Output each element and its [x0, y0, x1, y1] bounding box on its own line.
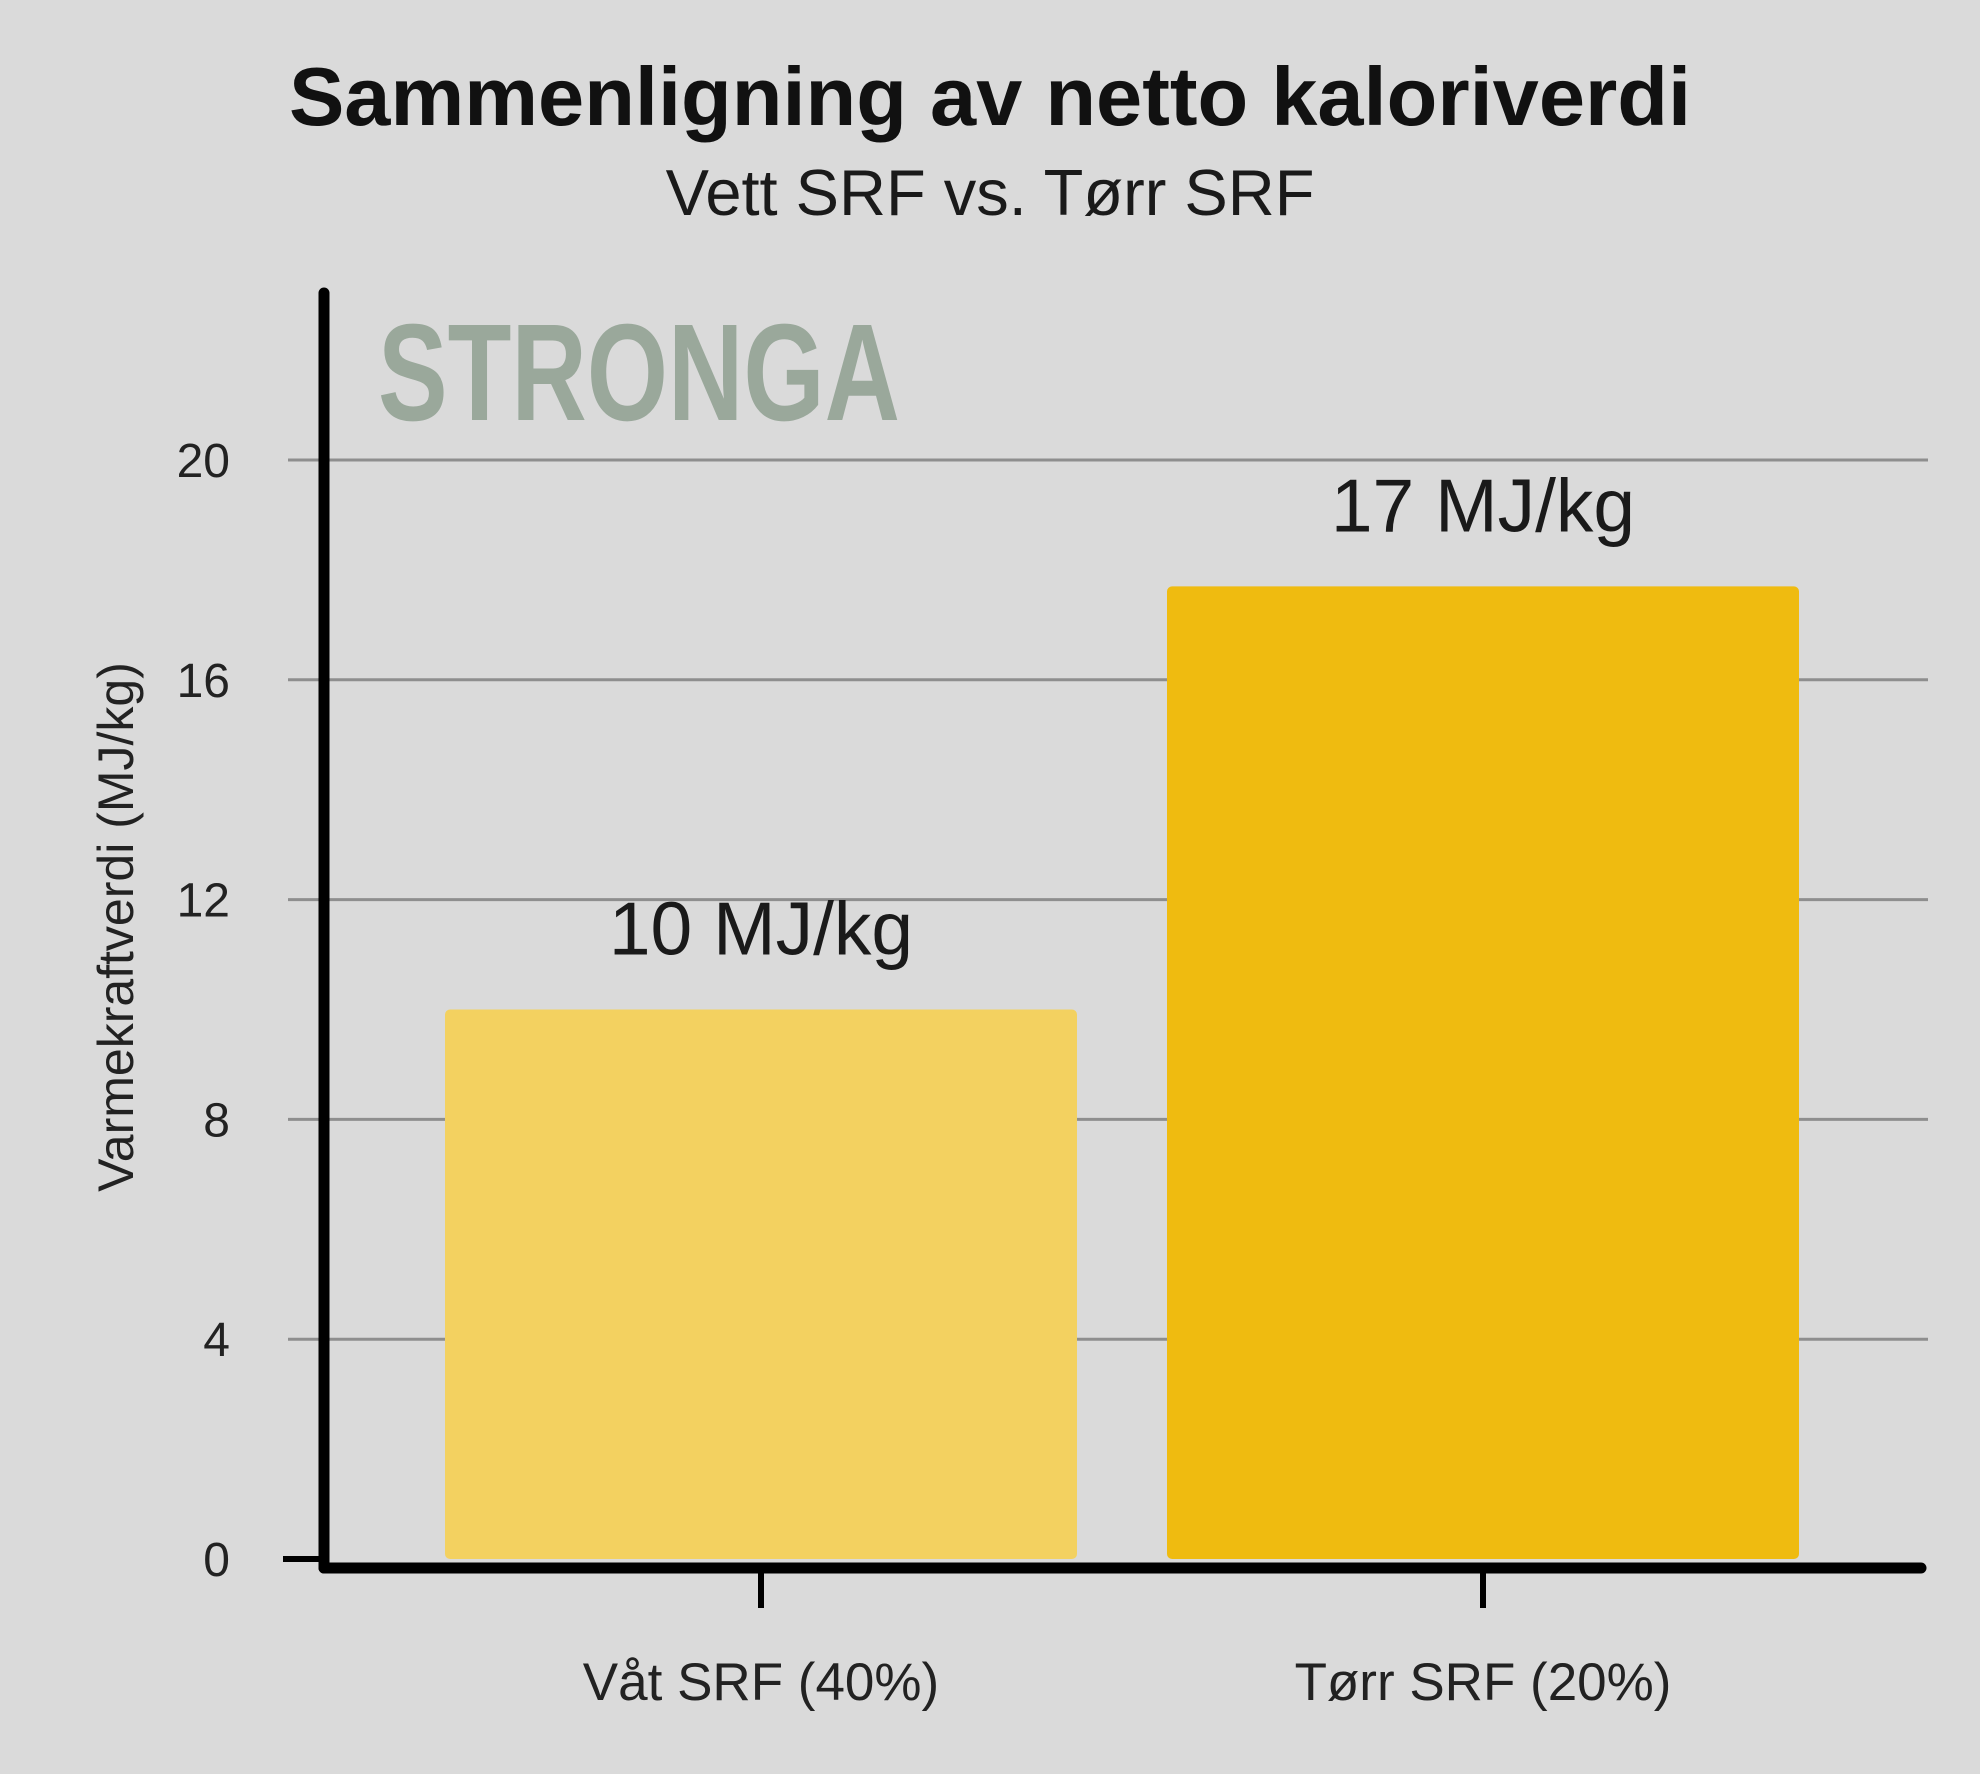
chart-title: Sammenligning av netto kaloriverdi: [289, 50, 1691, 143]
x-tick-label: Våt SRF (40%): [583, 1653, 939, 1712]
bar-value-label: 10 MJ/kg: [609, 887, 913, 971]
x-tick-label: Tørr SRF (20%): [1295, 1653, 1672, 1712]
bar: [1167, 586, 1799, 1559]
bar-value-label: 17 MJ/kg: [1331, 463, 1635, 547]
y-axis-label: Varmekraftverdi (MJ/kg): [88, 662, 144, 1192]
y-tick-label: 16: [177, 655, 230, 708]
y-tick-label: 20: [177, 435, 230, 488]
y-tick-label: 0: [203, 1534, 230, 1587]
bar: [445, 1009, 1077, 1559]
data-labels: 0 4 8 12 16 20 10 MJ/kg Våt SRF (40%) 17 MJ/kg Tø…: [177, 435, 1672, 1712]
axes: [283, 287, 1927, 1608]
bars: [445, 586, 1799, 1559]
y-tick-label: 8: [203, 1094, 230, 1147]
stronga-logo: STRONGA: [378, 296, 900, 450]
y-tick-label: 12: [177, 875, 230, 928]
y-tick-label: 4: [203, 1314, 230, 1367]
chart-subtitle: Vett SRF vs. Tørr SRF: [666, 156, 1315, 229]
